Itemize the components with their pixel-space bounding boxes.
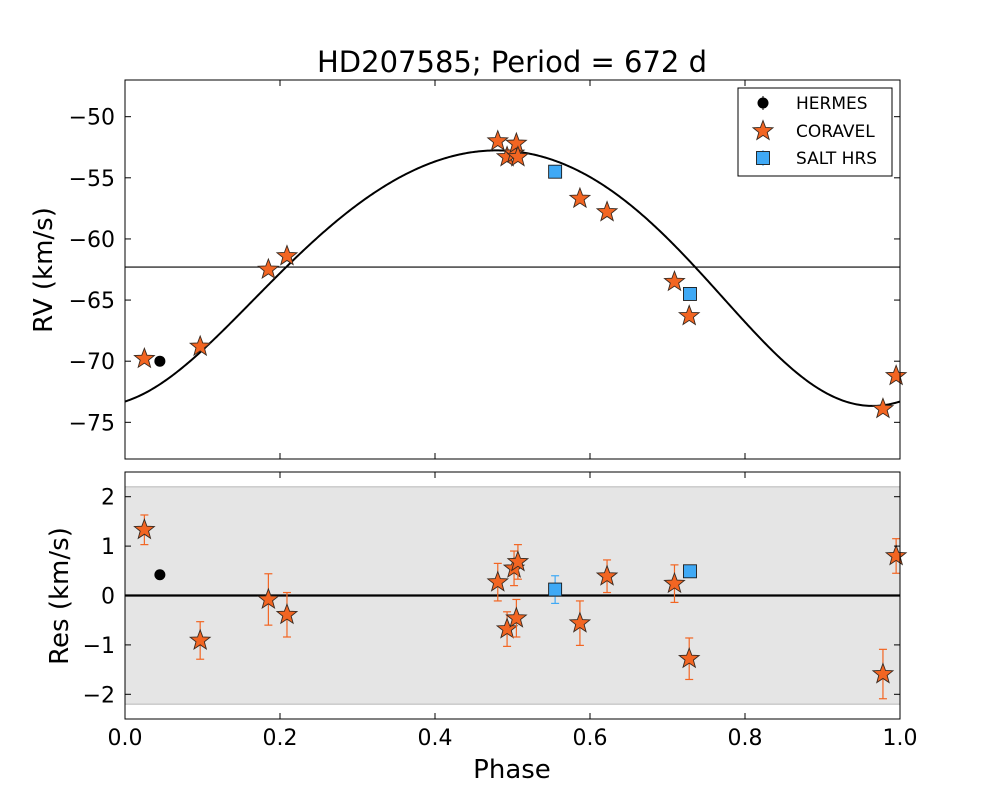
res-point-hermes (154, 569, 166, 581)
rv-y-tick-label: −55 (69, 167, 115, 192)
x-tick-label: 0.0 (108, 726, 143, 751)
rv-y-tick-label: −65 (69, 289, 115, 314)
res-point-coravel (275, 602, 299, 625)
rv-point-hermes (154, 355, 166, 367)
res-point-salt-hrs (683, 564, 697, 579)
res-y-tick-label: 0 (101, 585, 115, 610)
residual-panel: 2 1 0 −1 −2 0.0 0.2 0.4 0.6 0.8 1.0 Res (km/s) (45, 471, 918, 751)
rv-point-coravel (257, 257, 280, 280)
rv-point-coravel (188, 334, 212, 357)
legend-marker-coravel (751, 119, 775, 141)
legend: HERMES CORAVEL SALT HRS (737, 87, 893, 177)
legend-label-coravel: CORAVEL (796, 122, 875, 142)
res-point-salt-hrs (548, 582, 563, 597)
res-y-axis-label: Res (km/s) (45, 527, 75, 665)
res-point-coravel (505, 606, 528, 628)
legend-marker-salt-hrs (756, 151, 770, 165)
res-point-coravel (568, 611, 592, 633)
res-point-coravel (884, 544, 908, 566)
legend-marker-hermes (757, 97, 769, 109)
chart-title: HD207585; Period = 672 d (317, 45, 707, 79)
res-y-tick-label: −2 (83, 683, 115, 708)
res-point-coravel (486, 570, 509, 592)
rv-point-coravel (884, 364, 908, 386)
x-tick-label: 0.8 (728, 726, 763, 751)
res-point-coravel (495, 617, 519, 639)
rv-point-coravel (871, 397, 895, 419)
rv-point-coravel (677, 304, 701, 326)
rv-y-tick-label: −70 (69, 350, 115, 375)
rv-point-salt-hrs (683, 287, 697, 301)
rv-point-coravel (486, 129, 509, 151)
res-point-coravel (133, 518, 156, 540)
rv-point-coravel (595, 200, 619, 222)
res-point-coravel (188, 628, 212, 650)
legend-label-salt-hrs: SALT HRS (796, 149, 877, 169)
res-y-tick-label: 1 (101, 535, 115, 560)
rv-point-coravel (133, 346, 156, 369)
rv-point-coravel (506, 145, 530, 167)
rv-point-coravel (663, 269, 686, 292)
rv-y-tick-label: −60 (69, 228, 115, 253)
x-tick-label: 1.0 (883, 726, 918, 751)
rv-point-coravel (568, 186, 592, 209)
res-point-coravel (663, 571, 686, 594)
res-point-coravel (677, 646, 701, 669)
x-tick-label: 0.4 (418, 726, 453, 751)
rv-point-salt-hrs (548, 164, 563, 179)
legend-label-hermes: HERMES (796, 94, 868, 114)
rv-y-axis-label: RV (km/s) (29, 207, 59, 333)
rv-y-tick-label: −75 (69, 411, 115, 436)
res-point-coravel (595, 564, 619, 586)
res-point-coravel (506, 550, 530, 572)
res-y-tick-label: 2 (101, 486, 115, 511)
x-axis-label: Phase (473, 755, 551, 785)
rv-point-coravel (505, 131, 528, 154)
rv-y-tick-label: −50 (69, 106, 115, 131)
x-tick-label: 0.6 (573, 726, 608, 751)
res-point-coravel (257, 587, 280, 609)
rv-point-coravel (275, 244, 299, 266)
res-y-tick-label: −1 (83, 634, 115, 659)
res-point-coravel (871, 662, 895, 684)
x-tick-label: 0.2 (263, 726, 298, 751)
